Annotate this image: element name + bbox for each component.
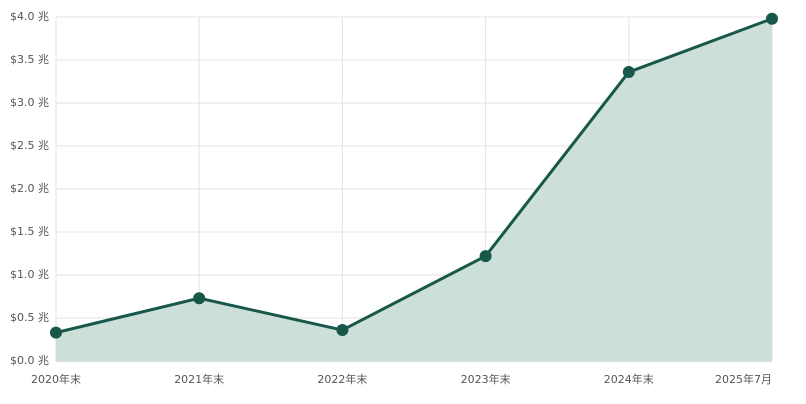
line: [55, 17, 773, 335]
y-tick-label: $3.5 兆: [10, 53, 49, 66]
y-tick-label: $3.0 兆: [10, 96, 49, 109]
x-tick-label: 2020年末: [31, 372, 81, 386]
y-tick-label: $0.0 兆: [10, 354, 49, 367]
point: [193, 292, 206, 305]
y-tick-label: $1.5 兆: [10, 225, 49, 238]
point: [50, 326, 62, 339]
x-tick-label: 2024年末: [604, 372, 654, 386]
point: [479, 250, 492, 263]
y-tick-label: $1.0 兆: [10, 268, 49, 281]
x-tick-label: 2023年末: [461, 372, 511, 386]
point: [766, 12, 778, 25]
point: [336, 324, 349, 337]
point: [622, 66, 635, 79]
y-tick-label: $4.0 兆: [10, 10, 49, 23]
area: [56, 18, 772, 361]
y-tick-label: $2.0 兆: [10, 182, 49, 195]
y-tick-label: $2.5 兆: [10, 139, 49, 152]
x-tick-label: 2022年末: [317, 372, 367, 386]
y-tick-label: $0.5 兆: [10, 311, 49, 324]
x-tick-label: 2025年7月: [715, 372, 772, 386]
x-tick-label: 2021年末: [174, 372, 224, 386]
